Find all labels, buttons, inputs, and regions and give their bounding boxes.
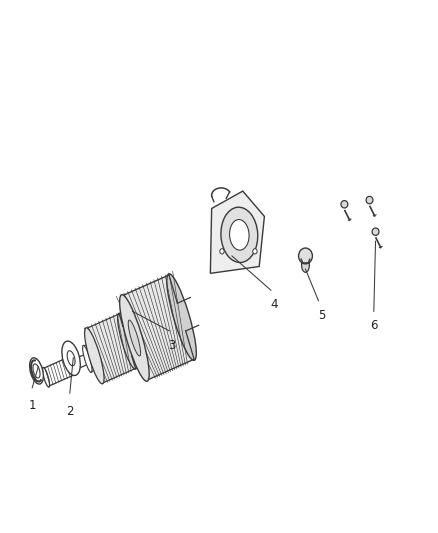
Text: 3: 3 <box>169 340 176 352</box>
Polygon shape <box>210 191 265 273</box>
Ellipse shape <box>83 345 92 373</box>
Ellipse shape <box>85 328 104 384</box>
Ellipse shape <box>220 249 224 254</box>
Ellipse shape <box>299 248 312 264</box>
Ellipse shape <box>42 367 49 387</box>
Text: 5: 5 <box>318 309 325 322</box>
Ellipse shape <box>302 257 309 272</box>
Text: 6: 6 <box>370 319 378 332</box>
Ellipse shape <box>90 342 99 369</box>
Ellipse shape <box>67 351 75 366</box>
Ellipse shape <box>30 358 43 384</box>
Text: 4: 4 <box>271 298 278 311</box>
Ellipse shape <box>167 274 196 360</box>
Ellipse shape <box>33 364 40 378</box>
Ellipse shape <box>230 220 249 250</box>
Ellipse shape <box>341 200 348 208</box>
Text: 2: 2 <box>66 405 74 418</box>
Ellipse shape <box>372 228 379 236</box>
Ellipse shape <box>253 249 257 254</box>
Polygon shape <box>122 275 194 380</box>
Polygon shape <box>86 314 135 383</box>
Text: 1: 1 <box>28 399 36 413</box>
Ellipse shape <box>221 207 258 263</box>
Ellipse shape <box>128 320 141 356</box>
Ellipse shape <box>117 313 137 369</box>
Ellipse shape <box>62 341 80 375</box>
Ellipse shape <box>366 196 373 204</box>
Ellipse shape <box>120 295 149 381</box>
